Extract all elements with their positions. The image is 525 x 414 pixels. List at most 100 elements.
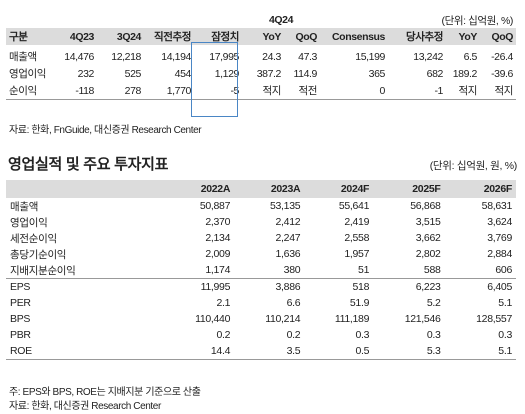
table-cell: 0.3	[498, 329, 512, 341]
table-cell: 11,995	[164, 278, 235, 295]
row-label: PER	[10, 297, 31, 309]
table-cell: 3,662	[415, 232, 441, 244]
row-label: 매출액	[10, 200, 39, 213]
table-cell: 0.2	[216, 329, 231, 341]
row-label: 영업이익	[9, 68, 47, 80]
table-cell: 24.3	[262, 50, 281, 63]
table-cell: 5.2	[426, 297, 441, 309]
row-label: EPS	[6, 278, 164, 295]
table-cell: 적지	[480, 82, 516, 100]
table-cell: -118	[50, 82, 97, 100]
table-cell: 2,247	[275, 232, 301, 244]
column-header: 2023A	[234, 180, 305, 198]
table-cell: 1,957	[344, 248, 370, 260]
table-cell: 2,412	[275, 216, 301, 228]
table-cell: 47.3	[298, 50, 317, 63]
table1-source: 자료: 한화, FnGuide, 대신증권 Research Center	[9, 125, 202, 136]
table-cell: 0.3	[426, 329, 441, 341]
row-label: 매출액	[9, 51, 37, 63]
table-cell: 6,223	[373, 278, 445, 295]
table-cell: 0.2	[286, 329, 301, 341]
column-header: 2024F	[304, 180, 374, 198]
table-cell: 2,884	[487, 248, 512, 260]
table-cell: 121,546	[404, 313, 441, 325]
column-header: 구분	[6, 28, 50, 45]
column-header: 2026F	[444, 180, 516, 198]
column-header: 2025F	[373, 180, 445, 198]
table-cell: 2,802	[415, 248, 441, 260]
table-row: ROE 14.4 3.5 0.5 5.3 5.1	[6, 343, 516, 360]
table-cell: 454	[174, 67, 192, 80]
group-header-row: 4Q24 (단위: 십억원, %)	[6, 12, 516, 28]
column-header: Consensus	[320, 28, 388, 45]
section-title: 영업실적 및 주요 투자지표	[8, 156, 169, 173]
table-cell: 58,631	[481, 200, 513, 212]
table-cell: -5	[194, 82, 242, 100]
column-header: YoY	[242, 28, 284, 45]
table-cell: 51.9	[349, 297, 370, 309]
table-row: EPS 11,995 3,886 518 6,223 6,405	[6, 278, 516, 295]
table-cell: 5.1	[498, 297, 512, 309]
row-label: 지배지분순이익	[10, 264, 76, 277]
table-row: 매출액 14,476 12,218 14,194 17,995 24.3 47.…	[6, 45, 516, 65]
table-cell: 적지	[242, 82, 284, 100]
table-cell: 110,440	[195, 313, 231, 325]
table-cell: 0	[320, 82, 388, 100]
table2-source: 자료: 한화, 대신증권 Research Center	[9, 401, 161, 412]
column-header-row: 2022A 2023A 2024F 2025F 2026F	[6, 180, 516, 198]
table-cell: 55,641	[338, 200, 370, 212]
column-header: 3Q24	[97, 28, 144, 45]
table-cell: 3,886	[234, 278, 305, 295]
table-cell: 1,770	[144, 82, 194, 100]
table-cell: 3.5	[234, 343, 305, 360]
table-cell: 12,218	[111, 50, 141, 63]
table-cell: 6.6	[286, 297, 301, 309]
row-label: 영업이익	[10, 216, 48, 229]
column-header-preliminary: 잠정치	[194, 28, 242, 45]
table-cell: 14,194	[161, 50, 191, 63]
table-cell: 2,134	[205, 232, 231, 244]
table-cell: 588	[423, 264, 441, 276]
row-label: ROE	[6, 343, 164, 360]
table-cell: 51	[358, 264, 370, 276]
table-cell: -39.6	[491, 67, 513, 80]
table-cell: 3,515	[415, 216, 441, 228]
table-cell: 3,624	[487, 216, 512, 228]
table-cell: 6,405	[444, 278, 516, 295]
table-cell: 128,557	[476, 313, 512, 325]
table-cell: 387.2	[256, 67, 282, 80]
table-row: 순이익 -118 278 1,770 -5 적지 적전 0 -1 적지 적지	[6, 82, 516, 100]
table-cell: 56,868	[410, 200, 441, 212]
table-cell: 365	[368, 67, 386, 80]
column-header-row: 구분 4Q23 3Q24 직전추정 잠정치 YoY QoQ Consensus …	[6, 28, 516, 45]
table-cell: 6.5	[463, 50, 478, 63]
column-header: YoY	[446, 28, 480, 45]
row-label: 세전순이익	[10, 232, 57, 245]
column-header: 2022A	[164, 180, 235, 198]
table-cell: 525	[124, 67, 142, 80]
table-cell: 50,887	[199, 200, 231, 212]
table-cell: 3,769	[487, 232, 512, 244]
table-cell: 14,476	[64, 50, 94, 63]
table-cell: 518	[304, 278, 374, 295]
table-row: 지배지분순이익 1,174 380 51 588 606	[6, 262, 516, 279]
table-cell: 53,135	[269, 200, 301, 212]
table-row: 매출액 50,887 53,135 55,641 56,868 58,631	[6, 198, 516, 214]
column-header: 4Q23	[50, 28, 97, 45]
table1-unit: (단위: 십억원, %)	[441, 14, 514, 27]
table-cell: 278	[97, 82, 144, 100]
table-row: BPS 110,440 110,214 111,189 121,546 128,557	[6, 311, 516, 327]
table-cell: 189.2	[452, 67, 478, 80]
table-cell: -26.4	[491, 50, 513, 63]
table-row: 영업이익 232 525 454 1,129 387.2 114.9 365 6…	[6, 65, 516, 82]
table-cell: 111,189	[334, 313, 370, 325]
table-cell: 1,174	[205, 264, 231, 276]
column-header: 직전추정	[144, 28, 194, 45]
table-cell: 적지	[446, 82, 480, 100]
table-cell: 5.1	[444, 343, 516, 360]
table-cell: 5.3	[373, 343, 445, 360]
table-cell: 15,199	[355, 50, 385, 63]
section-unit: (단위: 십억원, 원, %)	[429, 160, 518, 172]
table-cell: 14.4	[164, 343, 235, 360]
column-header	[6, 180, 164, 198]
